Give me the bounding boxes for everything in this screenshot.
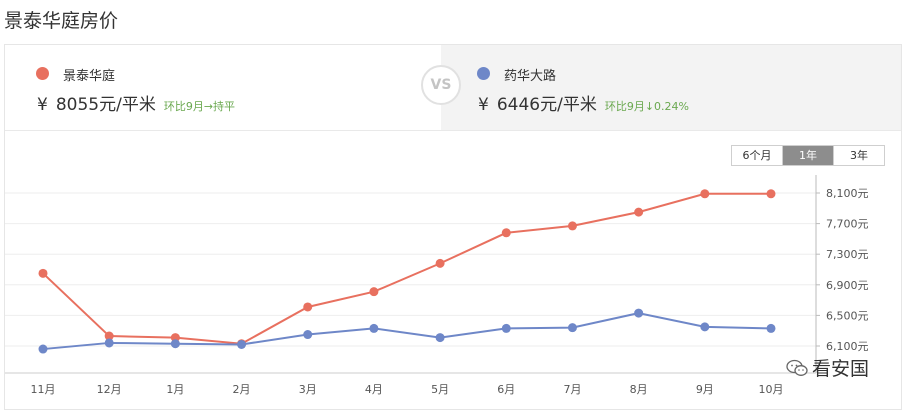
data-point	[38, 268, 48, 278]
data-point	[170, 339, 180, 349]
wechat-icon	[786, 359, 808, 376]
y-tick-label: 6,100元	[826, 340, 869, 353]
data-point	[303, 330, 313, 340]
series-line-1	[42, 192, 771, 345]
price-change: 环比9月↓0.24%	[604, 100, 689, 113]
price-line: ¥8055元/平米 环比9月→持平	[37, 90, 235, 115]
price-change: 环比9月→持平	[163, 100, 236, 113]
y-tick-label: 6,900元	[826, 279, 869, 292]
data-point	[38, 344, 48, 354]
y-tick-label: 7,300元	[826, 248, 869, 261]
compare-left: 景泰华庭 ¥8055元/平米 环比9月→持平	[5, 45, 441, 130]
y-tick-label: 7,700元	[826, 218, 869, 231]
data-point	[104, 338, 114, 348]
x-tick-label: 4月	[365, 383, 383, 396]
watermark: 看安国	[786, 354, 869, 381]
data-point	[303, 302, 313, 312]
x-tick-label: 7月	[563, 383, 581, 396]
series-line-2	[42, 312, 772, 351]
price-line-chart: 6,100元 6,500元 6,900元 7,300元 7,700元 8,100元 11月 1…	[5, 175, 869, 396]
x-tick-label: 11月	[31, 383, 56, 396]
currency-symbol: ¥	[37, 95, 48, 115]
data-point	[766, 189, 776, 199]
price-card: 景泰华庭 ¥8055元/平米 环比9月→持平 药华大路 ¥6446元/平米 环比9月…	[4, 44, 902, 410]
x-tick-label: 2月	[233, 383, 251, 396]
watermark-text: 看安国	[812, 358, 870, 380]
data-point	[634, 207, 644, 217]
price-line: ¥6446元/平米 环比9月↓0.24%	[478, 90, 689, 115]
data-point	[766, 323, 776, 333]
range-tabs: 6个月 1年 3年	[731, 145, 885, 166]
data-point	[567, 221, 577, 231]
price-value: 8055元/平米	[55, 95, 156, 115]
data-point	[435, 333, 445, 343]
x-tick-label: 5月	[431, 383, 449, 396]
vs-badge: VS	[421, 65, 461, 105]
data-point	[700, 189, 710, 199]
x-tick-label: 9月	[696, 383, 714, 396]
tab-3-years[interactable]: 3年	[834, 146, 884, 165]
data-point	[567, 323, 577, 333]
compare-header: 景泰华庭 ¥8055元/平米 环比9月→持平 药华大路 ¥6446元/平米 环比9月…	[5, 45, 901, 131]
currency-symbol: ¥	[478, 95, 489, 115]
data-point	[104, 331, 114, 341]
price-value: 6446元/平米	[496, 95, 597, 115]
x-tick-label: 12月	[97, 383, 122, 396]
data-point	[435, 258, 445, 268]
x-tick-label: 6月	[497, 383, 515, 396]
data-point	[634, 308, 644, 318]
y-tick-label: 8,100元	[826, 187, 869, 200]
compare-right: 药华大路 ¥6446元/平米 环比9月↓0.24%	[441, 45, 901, 130]
tab-1-year[interactable]: 1年	[783, 146, 834, 165]
x-tick-label: 10月	[759, 383, 784, 396]
data-point	[237, 339, 247, 349]
series-color-dot	[36, 67, 49, 80]
data-point	[700, 322, 710, 332]
page-title: 景泰华庭房价	[4, 10, 119, 32]
x-tick-label: 1月	[166, 383, 184, 396]
x-tick-label: 3月	[299, 383, 317, 396]
area-name: 药华大路	[504, 69, 557, 84]
data-point	[369, 323, 379, 333]
series-color-dot	[477, 67, 490, 80]
data-point	[501, 323, 511, 333]
x-tick-label: 8月	[630, 383, 648, 396]
data-point	[501, 228, 511, 238]
tab-6-months[interactable]: 6个月	[732, 146, 783, 165]
community-name: 景泰华庭	[63, 69, 116, 84]
y-tick-label: 6,500元	[826, 309, 869, 322]
data-point	[369, 287, 379, 297]
